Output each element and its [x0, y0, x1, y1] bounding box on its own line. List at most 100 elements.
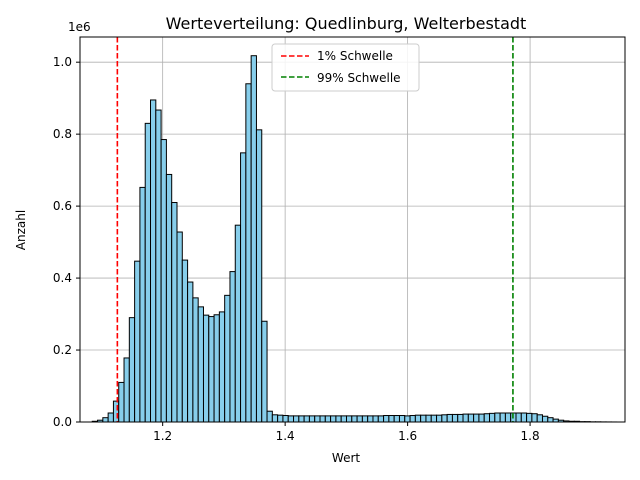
- histogram-bar: [277, 414, 284, 423]
- histogram-bar: [409, 415, 416, 423]
- histogram-bar: [541, 415, 549, 423]
- histogram-bar: [420, 414, 427, 423]
- histogram-bar: [462, 413, 469, 423]
- histogram-bar: [345, 415, 353, 423]
- histogram-bar: [139, 186, 146, 423]
- histogram-bar: [526, 412, 533, 423]
- histogram-bar: [144, 122, 152, 423]
- histogram-bar: [489, 412, 496, 423]
- histogram-bar: [483, 413, 491, 423]
- histogram-bar: [128, 317, 136, 423]
- y-tick-label: 0.8: [53, 127, 72, 141]
- histogram-bar: [330, 415, 337, 423]
- histogram-bar: [202, 314, 210, 423]
- histogram-bar: [473, 413, 480, 423]
- legend: 1% Schwelle 99% Schwelle: [271, 43, 420, 92]
- legend-label-1pct: 1% Schwelle: [317, 49, 393, 63]
- histogram-bar: [367, 415, 374, 423]
- x-tick-label: 1.2: [153, 429, 172, 443]
- histogram-bar: [293, 415, 300, 423]
- histogram-bar: [171, 202, 178, 423]
- histogram-bar: [398, 415, 406, 423]
- histogram-bar: [372, 415, 379, 423]
- histogram-bar: [478, 413, 485, 423]
- histogram-bar: [351, 415, 358, 423]
- histogram-bar: [255, 129, 263, 423]
- histogram-bar: [303, 415, 310, 423]
- chart-title: Werteverteilung: Quedlinburg, Welterbest…: [166, 14, 527, 33]
- histogram-bar: [176, 231, 183, 423]
- x-axis-label: Wert: [332, 451, 360, 465]
- histogram-bar: [112, 400, 120, 423]
- histogram-bar: [266, 410, 273, 423]
- threshold-lines: [116, 37, 514, 422]
- y-tick-label: 0.4: [53, 271, 72, 285]
- histogram-bar: [436, 414, 443, 423]
- histogram-bar: [218, 311, 226, 423]
- histogram-bar: [457, 413, 464, 423]
- histogram-bar: [356, 415, 363, 423]
- histogram-bar: [383, 415, 390, 423]
- x-axis-ticks: 1.2 1.4 1.6 1.8: [153, 422, 540, 443]
- histogram-bar: [197, 306, 204, 423]
- histogram-bar: [388, 415, 395, 423]
- histogram-bar: [340, 415, 347, 423]
- histogram-bar: [118, 381, 125, 423]
- x-tick-label: 1.4: [276, 429, 295, 443]
- histogram-bar: [240, 152, 247, 423]
- histogram-bar: [123, 357, 130, 423]
- histogram-bar: [499, 412, 506, 423]
- histogram-bar: [377, 415, 385, 423]
- y-tick-label: 0.0: [53, 415, 72, 429]
- histogram-bar: [282, 415, 289, 423]
- histogram-bar: [150, 99, 157, 423]
- histogram-bar: [213, 314, 220, 423]
- histogram-bar: [361, 415, 369, 423]
- histogram-bar: [335, 415, 342, 423]
- histogram-bar: [134, 260, 141, 423]
- histogram-bar: [107, 412, 114, 423]
- legend-label-99pct: 99% Schwelle: [317, 71, 401, 85]
- histogram-bar: [181, 259, 189, 423]
- y-tick-label: 0.6: [53, 199, 72, 213]
- histogram-bar: [208, 316, 215, 423]
- plot-frame: [79, 36, 626, 423]
- histogram-bar: [441, 414, 448, 423]
- histogram-bar: [520, 412, 528, 423]
- histogram-bar: [160, 139, 167, 423]
- histogram-bar: [298, 415, 305, 423]
- histogram-bar: [250, 55, 257, 423]
- histogram-bar: [536, 414, 543, 423]
- histogram-bar: [271, 414, 279, 423]
- histogram-bar: [451, 413, 459, 423]
- histogram-bar: [531, 413, 538, 423]
- histogram-bar: [287, 415, 295, 423]
- histogram-bar: [187, 281, 194, 423]
- histogram-bar: [234, 224, 242, 423]
- histogram-bar: [229, 271, 236, 423]
- histogram-bar: [308, 415, 316, 423]
- histogram-bar: [425, 414, 432, 423]
- histogram-bar: [547, 417, 554, 423]
- histogram-bar: [155, 109, 162, 423]
- histogram-bar: [504, 412, 512, 423]
- histogram-bar: [446, 413, 453, 423]
- histogram-bar: [404, 415, 411, 423]
- y-axis-ticks: 0.0 0.2 0.4 0.6 0.8 1.0: [53, 55, 80, 429]
- histogram-bar: [261, 320, 268, 423]
- y-axis-label: Anzahl: [14, 210, 28, 250]
- histogram-bar: [319, 415, 326, 423]
- histogram-bar: [192, 297, 199, 423]
- histogram-bar: [467, 413, 475, 423]
- y-tick-label: 0.2: [53, 343, 72, 357]
- histogram-bar: [515, 412, 522, 423]
- y-scale-label: 1e6: [68, 20, 91, 34]
- x-tick-label: 1.8: [521, 429, 540, 443]
- histogram-bar: [430, 414, 438, 423]
- histogram-bar: [224, 294, 231, 423]
- histogram-bar: [245, 83, 252, 423]
- histogram-bar: [414, 414, 422, 423]
- y-tick-label: 1.0: [53, 55, 72, 69]
- histogram-bar: [324, 415, 332, 423]
- histogram-bar: [102, 417, 109, 423]
